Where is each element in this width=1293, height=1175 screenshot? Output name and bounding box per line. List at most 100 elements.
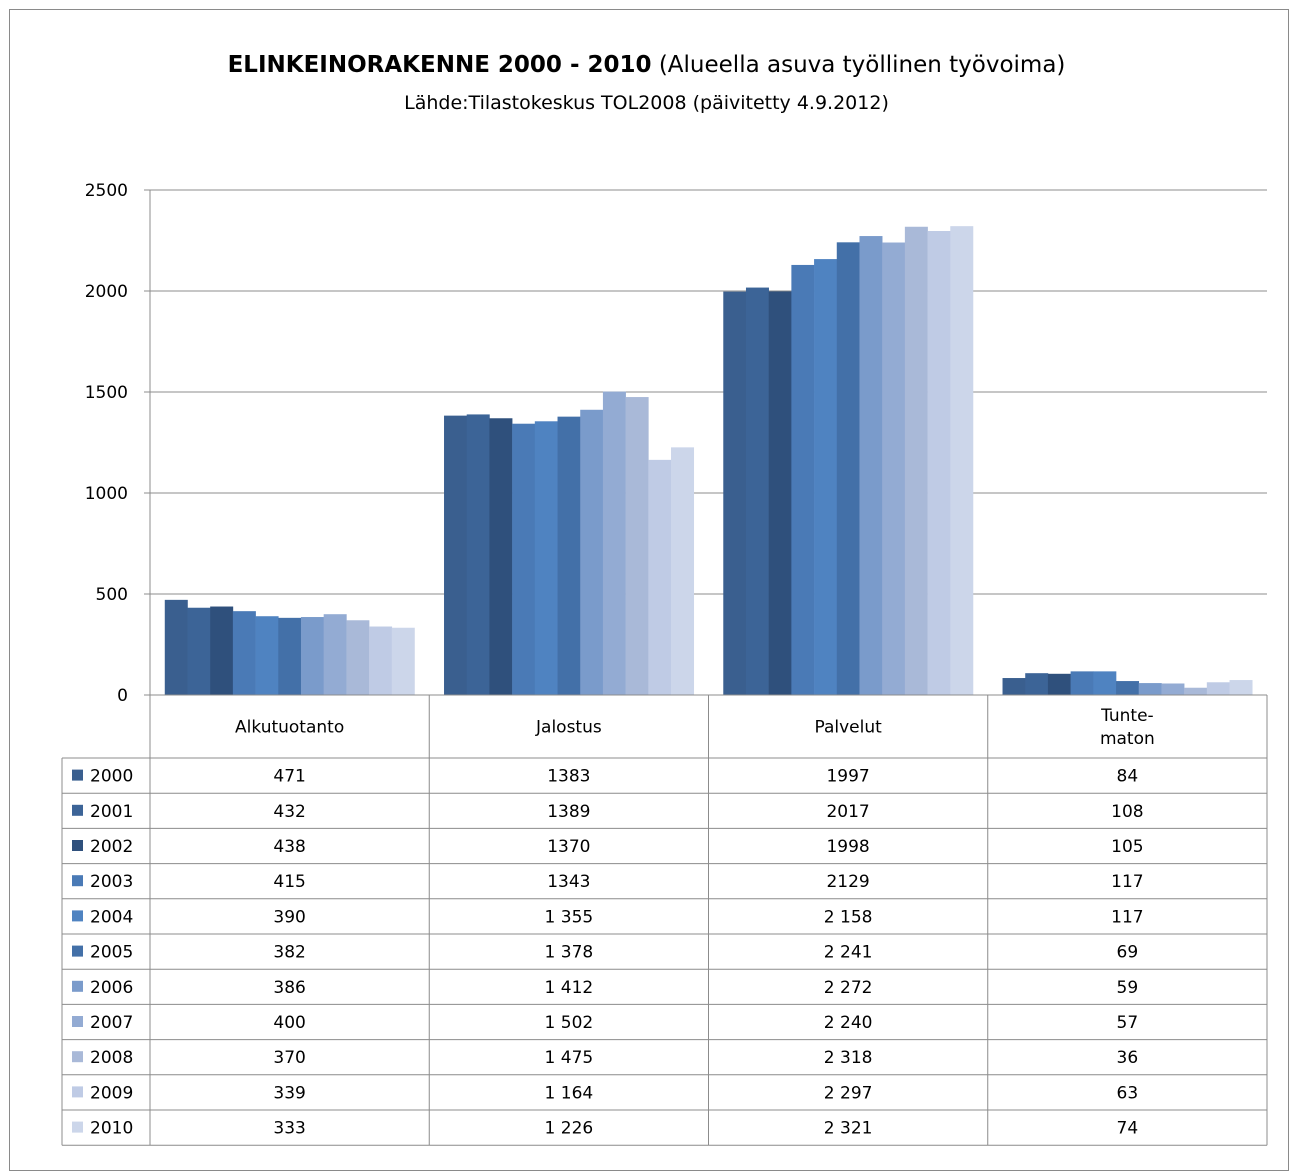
data-label: 1998 (826, 837, 869, 857)
bar (768, 291, 792, 695)
bar (489, 418, 513, 695)
bar (557, 416, 581, 695)
bar (1093, 671, 1117, 695)
legend-label: 2010 (90, 1119, 133, 1139)
bar (1206, 682, 1230, 695)
bar (278, 617, 302, 695)
bar (1184, 687, 1208, 695)
legend-label: 2004 (90, 907, 133, 927)
legend-key (72, 875, 83, 887)
legend-key (72, 840, 83, 851)
bar (1025, 673, 1049, 695)
y-tick-label: 1500 (85, 383, 128, 403)
data-label: 2 240 (824, 1013, 873, 1033)
y-tick-label: 2000 (85, 282, 128, 302)
bar (904, 226, 928, 695)
bar (950, 226, 974, 695)
legend-key (72, 1121, 83, 1133)
data-label: 69 (1117, 943, 1139, 963)
bar (391, 627, 415, 695)
legend-label: 2009 (90, 1083, 133, 1103)
y-tick-label: 1000 (85, 484, 128, 504)
data-label: 1343 (547, 872, 590, 892)
data-label: 339 (273, 1083, 305, 1103)
bar (625, 397, 649, 695)
bar (814, 259, 838, 695)
data-label: 57 (1117, 1013, 1139, 1033)
gridlines (150, 189, 1267, 595)
legend-label: 2006 (90, 978, 133, 998)
data-label: 386 (273, 978, 305, 998)
data-label: 59 (1117, 978, 1139, 998)
bar (1070, 671, 1094, 695)
bar (602, 391, 626, 695)
data-label: 1 502 (545, 1013, 594, 1033)
category-label: Alkutuotanto (235, 718, 344, 738)
legend-label: 2007 (90, 1013, 133, 1033)
data-label: 2017 (826, 802, 869, 822)
data-label: 390 (273, 907, 305, 927)
bar (255, 616, 279, 695)
data-label: 74 (1117, 1119, 1139, 1139)
data-label: 1 355 (545, 907, 594, 927)
bar (300, 617, 324, 695)
data-label: 333 (273, 1119, 305, 1139)
bar (1002, 678, 1026, 695)
bar (836, 242, 860, 695)
legend-label: 2002 (90, 837, 133, 857)
legend-key (72, 1016, 83, 1027)
bar (164, 599, 188, 695)
y-tick-label: 0 (117, 686, 128, 706)
legend-label: 2000 (90, 767, 133, 787)
data-label: 117 (1111, 907, 1143, 927)
bar (346, 620, 370, 695)
bar (927, 231, 951, 696)
data-label: 400 (273, 1013, 305, 1033)
category-label: Jalostus (535, 718, 602, 738)
bar (882, 242, 906, 695)
bar (512, 423, 536, 695)
data-label: 2 241 (824, 943, 873, 963)
data-label: 2129 (826, 872, 869, 892)
legend-label: 2001 (90, 802, 133, 822)
bar (1161, 683, 1185, 695)
data-label: 1389 (547, 802, 590, 822)
bar (791, 264, 815, 695)
data-label: 1383 (547, 767, 590, 787)
chart-subtitle: Lähde:Tilastokeskus TOL2008 (päivitetty … (404, 92, 889, 114)
bar (187, 607, 211, 695)
bar (580, 409, 604, 695)
bar (723, 291, 747, 695)
bar (232, 611, 256, 695)
y-tick-label: 500 (96, 585, 128, 605)
data-label: 105 (1111, 837, 1143, 857)
data-label: 2 321 (824, 1119, 873, 1139)
chart-title-line: ELINKEINORAKENNE 2000 - 2010 (Alueella a… (0, 52, 1293, 78)
data-label: 63 (1117, 1083, 1139, 1103)
data-label: 1 226 (545, 1119, 594, 1139)
legend-label: 2003 (90, 872, 133, 892)
bars (164, 226, 1253, 696)
bar (1229, 680, 1253, 695)
data-table: Alkutuotanto Jalostus Palvelut Tunte-maton 2… (61, 694, 1268, 1146)
bar (534, 421, 558, 695)
data-label: 2 158 (824, 907, 873, 927)
bar (1138, 683, 1162, 695)
category-label: Palvelut (814, 718, 882, 738)
data-label: 370 (273, 1048, 305, 1068)
bar (444, 415, 468, 695)
legend-key (72, 804, 83, 816)
legend-key (72, 769, 83, 781)
legend-key (72, 1086, 83, 1098)
data-label: 432 (273, 802, 305, 822)
bar (210, 606, 234, 695)
bar (369, 626, 393, 695)
bar (859, 236, 883, 695)
data-label: 438 (273, 837, 305, 857)
bar (1116, 681, 1140, 695)
data-label: 382 (273, 943, 305, 963)
chart-title-suffix: (Alueella asuva työllinen työvoima) (658, 52, 1066, 78)
data-label: 1 475 (545, 1048, 594, 1068)
data-label: 108 (1111, 802, 1143, 822)
